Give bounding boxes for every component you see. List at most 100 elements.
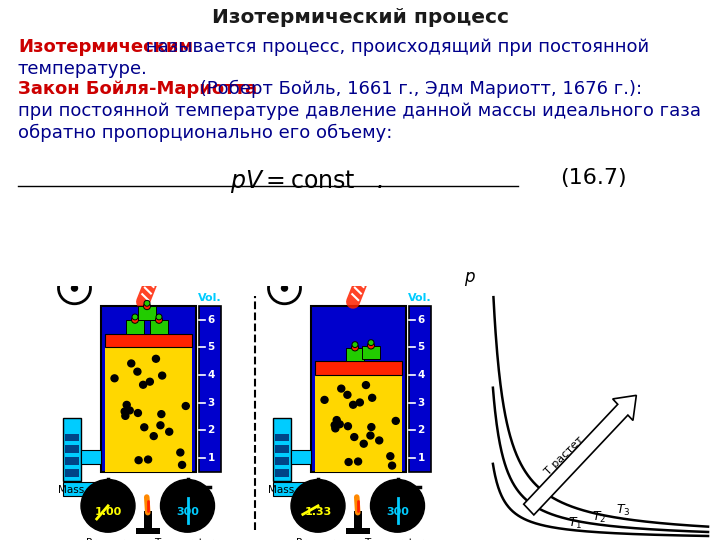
- Text: при постоянной температуре давление данной массы идеального газа: при постоянной температуре давление данн…: [18, 102, 701, 120]
- Circle shape: [354, 458, 361, 465]
- Text: 4: 4: [418, 370, 425, 380]
- Bar: [199, 306, 220, 471]
- Text: Pressure: Pressure: [296, 538, 341, 540]
- Circle shape: [282, 285, 287, 291]
- Circle shape: [134, 368, 141, 375]
- Text: 1: 1: [207, 453, 215, 463]
- Bar: [362, 346, 380, 359]
- Text: Temperature: Temperature: [155, 538, 220, 540]
- Circle shape: [143, 303, 150, 309]
- Circle shape: [367, 342, 374, 349]
- Circle shape: [161, 480, 215, 532]
- Text: Vol.: Vol.: [408, 293, 431, 303]
- Text: 3: 3: [207, 397, 215, 408]
- Circle shape: [144, 300, 150, 306]
- Text: Mass: Mass: [58, 485, 85, 495]
- Circle shape: [158, 372, 166, 379]
- Circle shape: [182, 403, 189, 409]
- Circle shape: [157, 422, 164, 429]
- Bar: [136, 528, 160, 534]
- Text: $pV = \mathrm{const}$   .: $pV = \mathrm{const}$ .: [230, 168, 383, 195]
- Circle shape: [135, 457, 142, 464]
- Circle shape: [345, 458, 352, 465]
- Text: называется процесс, происходящий при постоянной: называется процесс, происходящий при пос…: [140, 38, 649, 56]
- Circle shape: [356, 399, 364, 406]
- Bar: [272, 482, 326, 496]
- Circle shape: [166, 428, 173, 435]
- Circle shape: [145, 456, 152, 463]
- Bar: [101, 306, 196, 471]
- Circle shape: [360, 440, 367, 447]
- Text: $T_1$: $T_1$: [568, 516, 582, 531]
- Bar: [290, 450, 310, 464]
- Circle shape: [132, 316, 138, 323]
- Bar: [63, 418, 81, 482]
- Bar: [65, 469, 78, 476]
- Circle shape: [71, 285, 78, 291]
- Text: 6: 6: [418, 315, 425, 325]
- Circle shape: [81, 480, 135, 532]
- Circle shape: [122, 413, 129, 420]
- Bar: [274, 434, 289, 441]
- Text: 4: 4: [207, 370, 215, 380]
- Circle shape: [158, 411, 165, 417]
- Text: $T_3$: $T_3$: [616, 503, 631, 518]
- Circle shape: [321, 396, 328, 403]
- Circle shape: [156, 316, 163, 323]
- Circle shape: [146, 379, 153, 385]
- Circle shape: [351, 434, 358, 441]
- Text: температуре.: температуре.: [18, 60, 148, 78]
- Circle shape: [140, 381, 147, 388]
- Circle shape: [179, 462, 186, 468]
- Text: Mass: Mass: [269, 485, 294, 495]
- Circle shape: [332, 425, 339, 432]
- Circle shape: [344, 392, 351, 398]
- Bar: [65, 446, 78, 453]
- Text: 6: 6: [207, 315, 215, 325]
- Circle shape: [376, 437, 383, 444]
- Circle shape: [387, 453, 394, 460]
- Text: (16.7): (16.7): [560, 168, 626, 188]
- Bar: [65, 457, 78, 465]
- Bar: [272, 418, 290, 482]
- Bar: [65, 434, 78, 441]
- Circle shape: [123, 401, 130, 408]
- Circle shape: [371, 480, 425, 532]
- Bar: [310, 306, 405, 471]
- Bar: [274, 469, 289, 476]
- Circle shape: [121, 408, 128, 415]
- Text: 2: 2: [418, 425, 425, 435]
- Bar: [354, 511, 361, 528]
- Bar: [408, 306, 431, 471]
- Bar: [126, 320, 144, 334]
- Circle shape: [350, 401, 356, 408]
- Circle shape: [269, 273, 300, 304]
- Circle shape: [368, 424, 375, 430]
- Circle shape: [336, 421, 343, 428]
- Circle shape: [291, 480, 345, 532]
- Bar: [104, 334, 192, 347]
- Circle shape: [351, 344, 359, 351]
- Bar: [315, 361, 402, 375]
- Text: Temperature: Temperature: [364, 538, 431, 540]
- Text: 1.00: 1.00: [94, 507, 122, 517]
- Text: Pressure: Pressure: [86, 538, 130, 540]
- Text: 3: 3: [418, 397, 425, 408]
- Text: (Роберт Бойль, 1661 г., Эдм Мариотт, 1676 г.):: (Роберт Бойль, 1661 г., Эдм Мариотт, 167…: [194, 80, 642, 98]
- Text: Vol.: Vol.: [198, 293, 221, 303]
- Circle shape: [132, 314, 138, 320]
- Bar: [81, 450, 101, 464]
- Circle shape: [126, 407, 133, 414]
- Circle shape: [111, 375, 118, 382]
- Text: 1: 1: [418, 453, 425, 463]
- Text: p: p: [464, 268, 474, 286]
- Bar: [63, 482, 117, 496]
- Circle shape: [344, 423, 351, 430]
- Bar: [138, 306, 156, 320]
- Bar: [274, 446, 289, 453]
- Circle shape: [153, 355, 159, 362]
- FancyArrow shape: [523, 395, 636, 515]
- Text: 300: 300: [176, 507, 199, 517]
- Text: $T_2$: $T_2$: [592, 510, 606, 525]
- Text: 2: 2: [207, 425, 215, 435]
